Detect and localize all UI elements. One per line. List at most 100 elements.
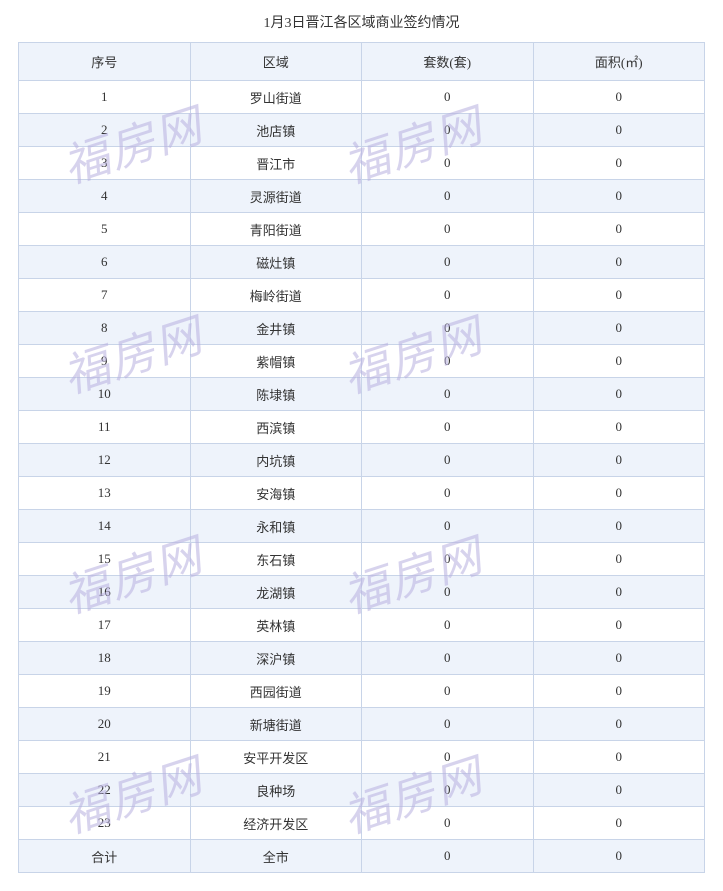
table-cell: 0 bbox=[533, 444, 705, 477]
table-cell: 0 bbox=[362, 510, 534, 543]
table-row: 1罗山街道00 bbox=[19, 81, 705, 114]
table-cell: 0 bbox=[362, 246, 534, 279]
table-cell: 0 bbox=[533, 477, 705, 510]
table-cell: 磁灶镇 bbox=[190, 246, 362, 279]
col-header-index: 序号 bbox=[19, 43, 191, 81]
table-row: 18深沪镇00 bbox=[19, 642, 705, 675]
table-row: 14永和镇00 bbox=[19, 510, 705, 543]
table-cell: 西园街道 bbox=[190, 675, 362, 708]
table-cell: 0 bbox=[533, 213, 705, 246]
table-cell: 灵源街道 bbox=[190, 180, 362, 213]
table-cell: 全市 bbox=[190, 840, 362, 873]
table-row: 合计全市00 bbox=[19, 840, 705, 873]
table-cell: 0 bbox=[533, 675, 705, 708]
table-row: 16龙湖镇00 bbox=[19, 576, 705, 609]
table-cell: 0 bbox=[533, 114, 705, 147]
table-cell: 内坑镇 bbox=[190, 444, 362, 477]
table-cell: 20 bbox=[19, 708, 191, 741]
table-cell: 21 bbox=[19, 741, 191, 774]
table-cell: 梅岭街道 bbox=[190, 279, 362, 312]
table-cell: 良种场 bbox=[190, 774, 362, 807]
table-row: 17英林镇00 bbox=[19, 609, 705, 642]
table-cell: 8 bbox=[19, 312, 191, 345]
table-row: 2池店镇00 bbox=[19, 114, 705, 147]
table-cell: 0 bbox=[362, 411, 534, 444]
table-row: 22良种场00 bbox=[19, 774, 705, 807]
table-cell: 0 bbox=[533, 708, 705, 741]
table-cell: 0 bbox=[362, 312, 534, 345]
table-cell: 0 bbox=[362, 477, 534, 510]
table-cell: 7 bbox=[19, 279, 191, 312]
table-row: 7梅岭街道00 bbox=[19, 279, 705, 312]
table-row: 6磁灶镇00 bbox=[19, 246, 705, 279]
data-table: 序号 区域 套数(套) 面积(㎡) 1罗山街道002池店镇003晋江市004灵源… bbox=[18, 42, 705, 873]
table-cell: 2 bbox=[19, 114, 191, 147]
table-cell: 0 bbox=[533, 510, 705, 543]
table-cell: 新塘街道 bbox=[190, 708, 362, 741]
table-cell: 5 bbox=[19, 213, 191, 246]
table-cell: 17 bbox=[19, 609, 191, 642]
table-cell: 0 bbox=[533, 180, 705, 213]
table-cell: 安平开发区 bbox=[190, 741, 362, 774]
table-cell: 0 bbox=[362, 543, 534, 576]
table-cell: 6 bbox=[19, 246, 191, 279]
table-cell: 西滨镇 bbox=[190, 411, 362, 444]
table-cell: 0 bbox=[362, 345, 534, 378]
table-cell: 0 bbox=[533, 246, 705, 279]
table-cell: 东石镇 bbox=[190, 543, 362, 576]
table-row: 15东石镇00 bbox=[19, 543, 705, 576]
table-cell: 0 bbox=[533, 543, 705, 576]
table-cell: 0 bbox=[362, 741, 534, 774]
table-row: 19西园街道00 bbox=[19, 675, 705, 708]
table-row: 9紫帽镇00 bbox=[19, 345, 705, 378]
table-cell: 0 bbox=[533, 411, 705, 444]
table-cell: 经济开发区 bbox=[190, 807, 362, 840]
table-row: 23经济开发区00 bbox=[19, 807, 705, 840]
table-row: 10陈埭镇00 bbox=[19, 378, 705, 411]
table-cell: 0 bbox=[362, 675, 534, 708]
table-cell: 0 bbox=[362, 807, 534, 840]
table-row: 8金井镇00 bbox=[19, 312, 705, 345]
table-cell: 0 bbox=[533, 807, 705, 840]
table-row: 20新塘街道00 bbox=[19, 708, 705, 741]
table-cell: 10 bbox=[19, 378, 191, 411]
table-cell: 0 bbox=[533, 81, 705, 114]
table-cell: 0 bbox=[362, 444, 534, 477]
table-cell: 0 bbox=[533, 741, 705, 774]
table-cell: 12 bbox=[19, 444, 191, 477]
table-cell: 0 bbox=[533, 147, 705, 180]
table-cell: 13 bbox=[19, 477, 191, 510]
table-cell: 22 bbox=[19, 774, 191, 807]
table-cell: 0 bbox=[362, 840, 534, 873]
table-cell: 合计 bbox=[19, 840, 191, 873]
table-body: 1罗山街道002池店镇003晋江市004灵源街道005青阳街道006磁灶镇007… bbox=[19, 81, 705, 873]
table-cell: 11 bbox=[19, 411, 191, 444]
table-cell: 9 bbox=[19, 345, 191, 378]
table-cell: 0 bbox=[362, 774, 534, 807]
table-row: 13安海镇00 bbox=[19, 477, 705, 510]
table-cell: 23 bbox=[19, 807, 191, 840]
col-header-region: 区域 bbox=[190, 43, 362, 81]
table-cell: 16 bbox=[19, 576, 191, 609]
table-cell: 0 bbox=[362, 576, 534, 609]
table-row: 12内坑镇00 bbox=[19, 444, 705, 477]
table-cell: 0 bbox=[533, 312, 705, 345]
table-row: 5青阳街道00 bbox=[19, 213, 705, 246]
table-cell: 0 bbox=[533, 774, 705, 807]
table-row: 11西滨镇00 bbox=[19, 411, 705, 444]
table-cell: 19 bbox=[19, 675, 191, 708]
col-header-count: 套数(套) bbox=[362, 43, 534, 81]
col-header-area: 面积(㎡) bbox=[533, 43, 705, 81]
table-cell: 永和镇 bbox=[190, 510, 362, 543]
table-cell: 紫帽镇 bbox=[190, 345, 362, 378]
table-cell: 0 bbox=[533, 279, 705, 312]
table-container: 序号 区域 套数(套) 面积(㎡) 1罗山街道002池店镇003晋江市004灵源… bbox=[0, 42, 723, 891]
table-cell: 池店镇 bbox=[190, 114, 362, 147]
table-cell: 0 bbox=[362, 378, 534, 411]
table-cell: 金井镇 bbox=[190, 312, 362, 345]
table-row: 3晋江市00 bbox=[19, 147, 705, 180]
table-cell: 0 bbox=[533, 576, 705, 609]
table-header-row: 序号 区域 套数(套) 面积(㎡) bbox=[19, 43, 705, 81]
table-cell: 0 bbox=[533, 609, 705, 642]
table-cell: 0 bbox=[362, 147, 534, 180]
